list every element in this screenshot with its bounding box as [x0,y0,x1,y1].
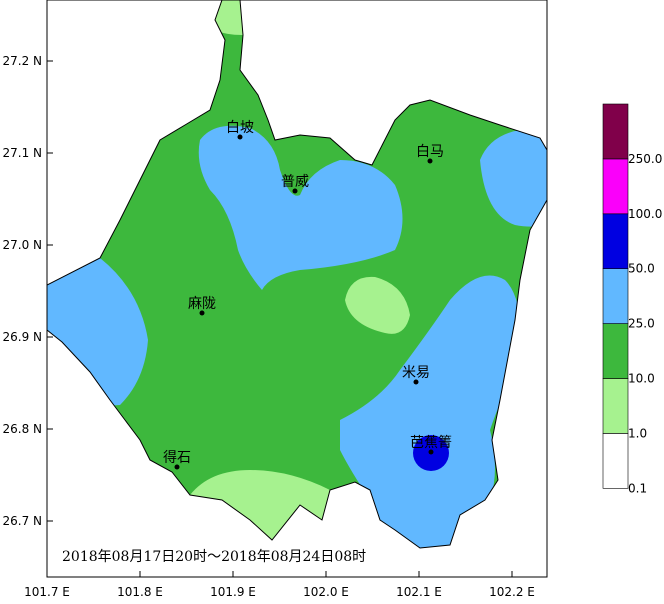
field-25-50 [480,130,547,227]
axes: 101.7 E 101.8 E 101.9 E 102.0 E 102.1 E 102.2… [2,54,534,599]
y-tick-label: 26.7 N [2,514,42,528]
x-tick-label: 102.2 E [489,585,535,599]
legend: 0.1 1.0 10.0 25.0 50.0 100.0 250.0 [602,103,662,495]
field-25-50 [340,275,521,548]
city-dot [237,134,243,140]
legend-swatch [602,103,629,160]
x-tick-label: 101.9 E [210,585,256,599]
legend-swatch [602,213,629,270]
y-tick-label: 27.2 N [2,54,42,68]
city-label: 普威 [281,174,309,190]
legend-label: 0.1 [628,481,647,495]
legend-swatch [602,158,629,215]
x-tick-label: 102.1 E [396,585,442,599]
field-1-10 [345,276,410,334]
city-label: 米易 [402,365,430,381]
legend-label: 100.0 [628,207,662,221]
city-label: 芭蕉箐 [410,434,452,451]
legend-label: 25.0 [628,317,655,331]
city-dot [428,449,434,455]
legend-swatch [602,378,629,434]
x-tick-label: 101.7 E [24,585,70,599]
legend-label: 10.0 [628,372,655,386]
field-25-50 [198,125,403,290]
city-dot [174,464,180,470]
legend-swatch [602,268,629,324]
map-frame [46,0,548,578]
legend-label: 250.0 [628,152,662,166]
city-label: 白坡 [226,120,254,136]
city-dot [413,379,419,385]
x-tick-label: 102.0 E [303,585,349,599]
city-dot [427,158,433,164]
field-1-10 [190,470,330,540]
city-label: 白马 [416,144,444,160]
city-label: 得石 [163,449,191,466]
legend-swatch [602,433,629,489]
legend-label: 1.0 [628,426,647,440]
x-tick-label: 101.8 E [117,585,163,599]
legend-swatch [602,323,629,379]
city-dot [199,310,205,316]
y-tick-label: 26.9 N [2,330,42,344]
y-tick-label: 26.8 N [2,422,42,436]
date-range: 2018年08月17日20时～2018年08月24日08时 [62,549,366,565]
y-tick-label: 27.0 N [2,238,42,252]
city-dot [292,188,298,194]
legend-label: 50.0 [628,262,655,276]
y-tick-label: 27.1 N [2,146,42,160]
rain-fields [47,0,547,548]
city-label: 麻陇 [188,296,216,312]
field-1-10 [210,0,245,35]
